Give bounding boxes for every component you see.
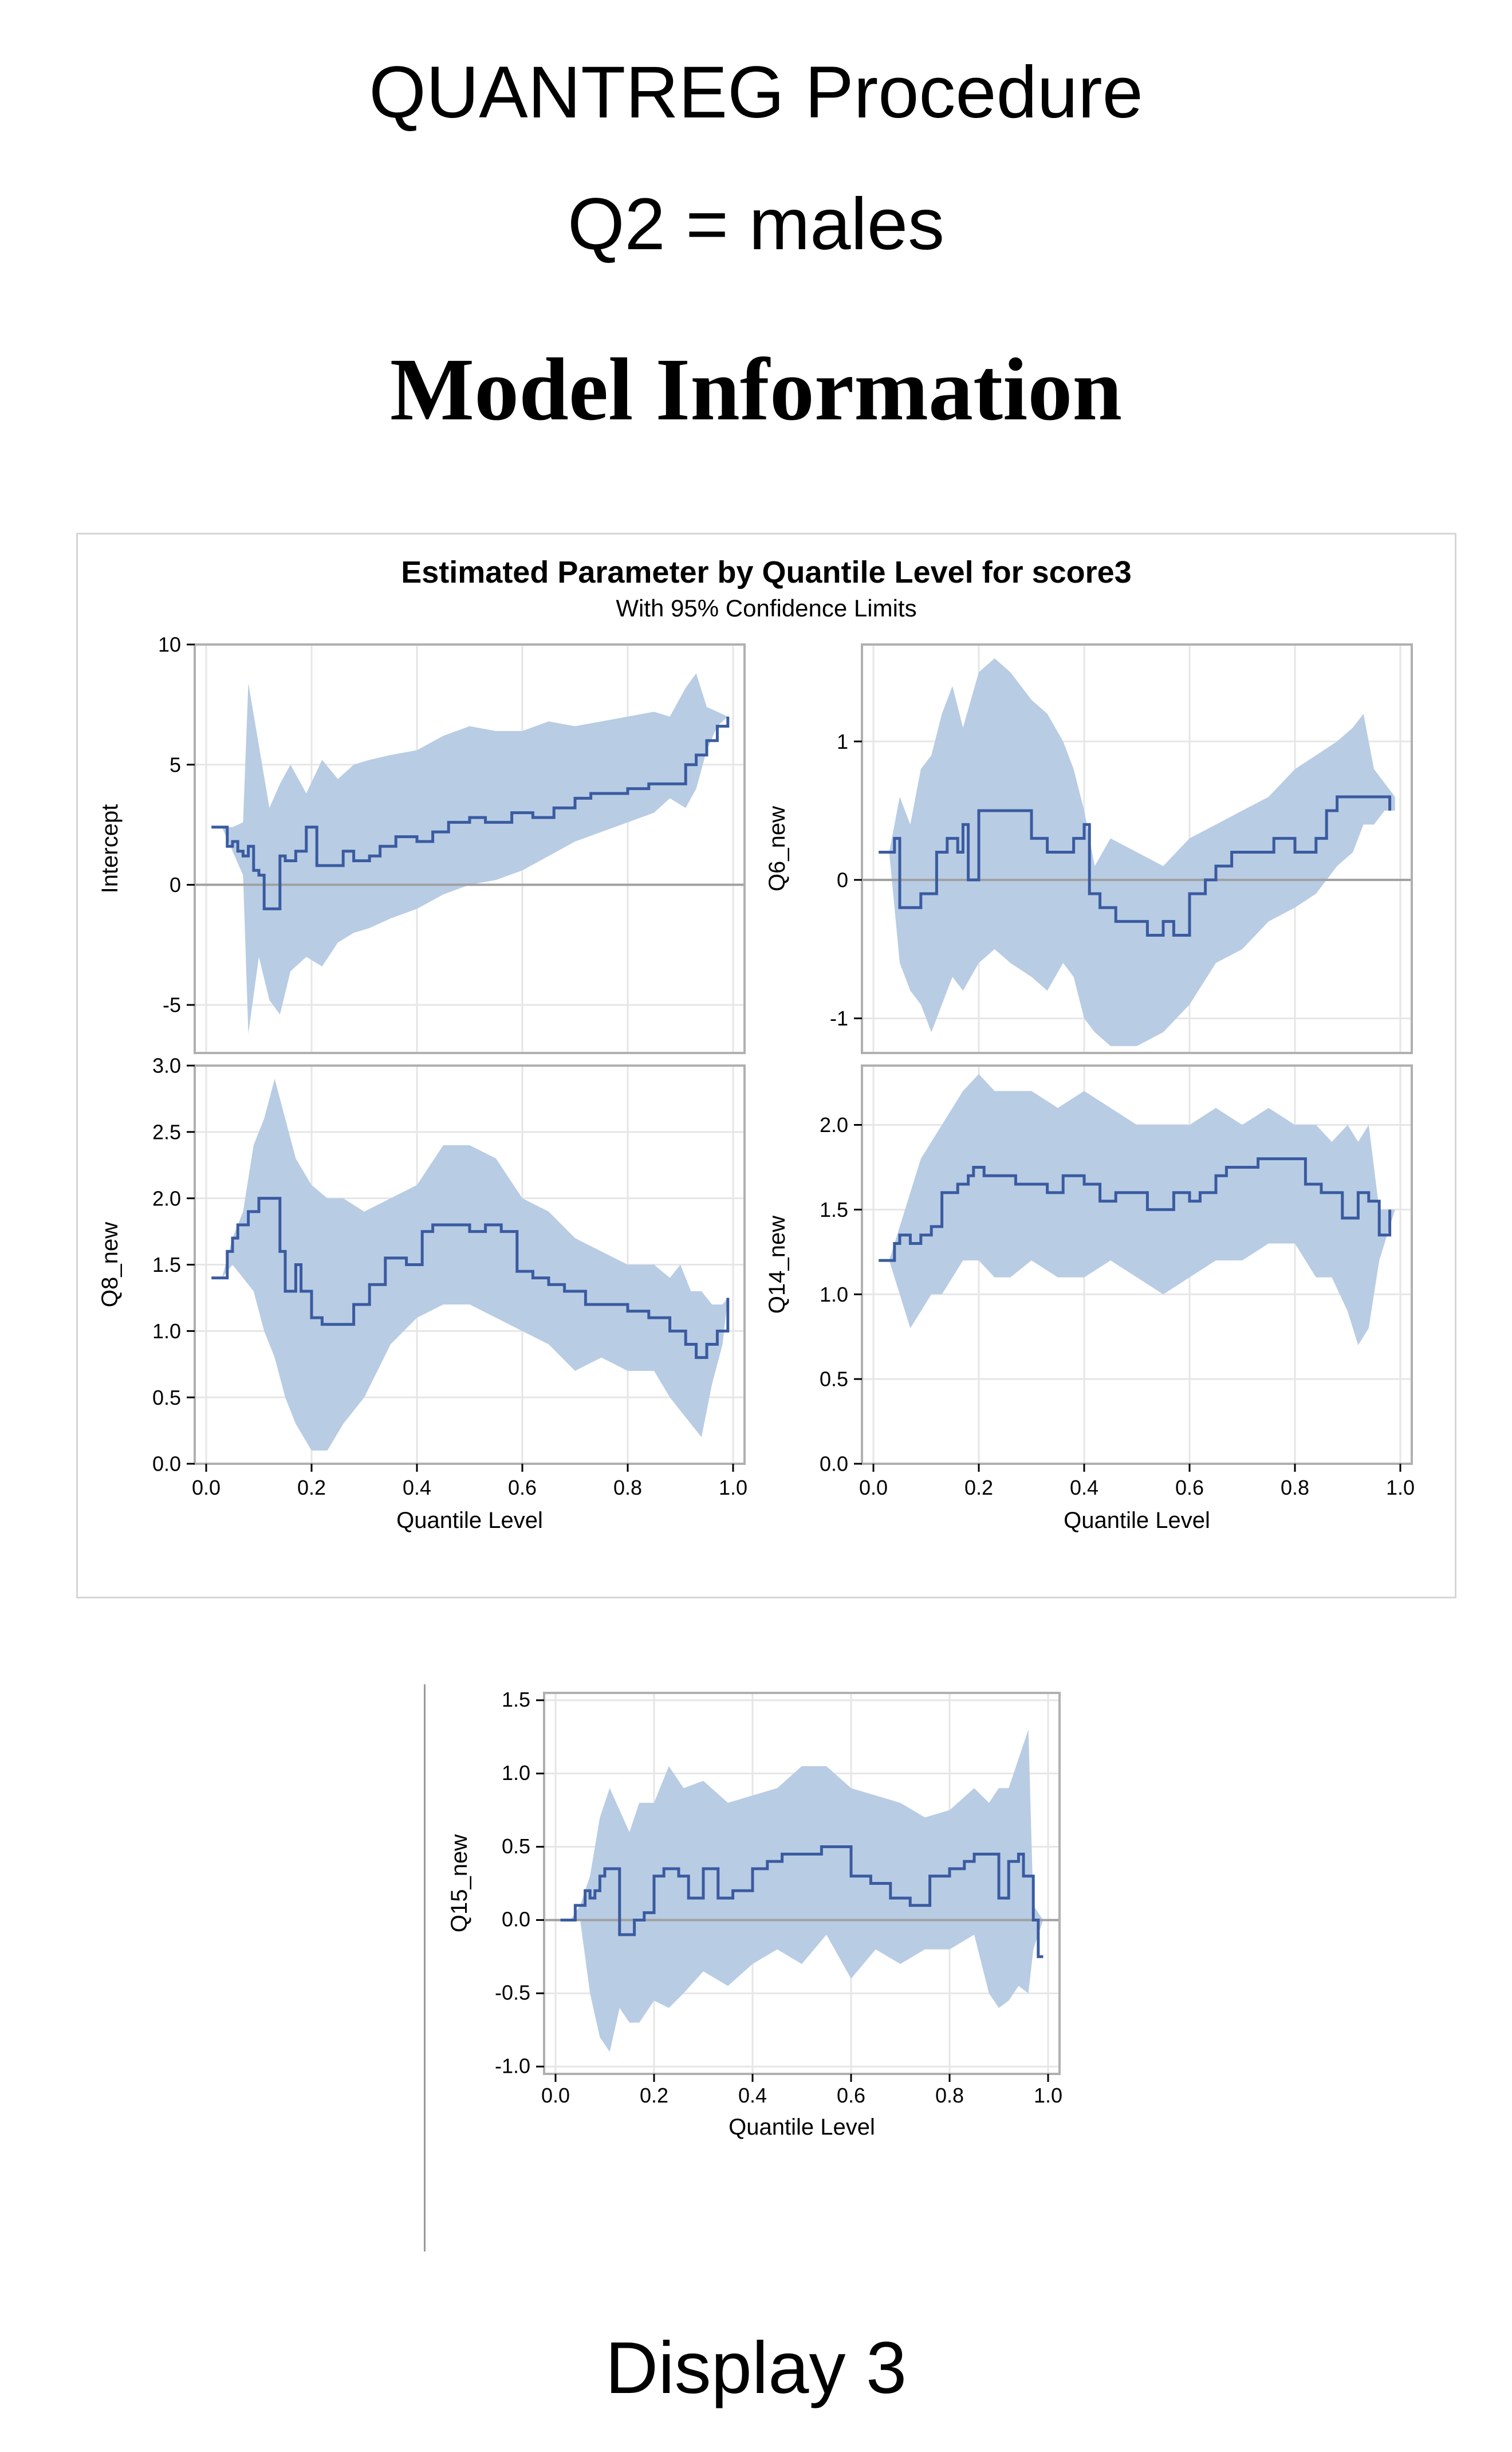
x-tick-label: 0.6 [1175, 1476, 1204, 1499]
estimate-line [211, 716, 730, 910]
plot-frame [543, 1692, 1061, 2075]
y-tick-label: 0.0 [502, 1908, 530, 1931]
y-tick-label: 1.5 [152, 1253, 181, 1276]
y-tick-label: 0.5 [502, 1834, 530, 1858]
x-tick-label: 0.0 [859, 1476, 888, 1499]
x-tick-label: 0.0 [192, 1476, 220, 1499]
y-tick-label: 0 [837, 868, 848, 891]
y-tick-label: 1.0 [502, 1761, 530, 1785]
y-tick-label: 1.0 [152, 1319, 181, 1343]
x-tick-label: 1.0 [719, 1476, 747, 1499]
x-tick-label: 0.6 [508, 1476, 537, 1499]
estimate-line [879, 1157, 1392, 1262]
y-tick-label: 1.0 [820, 1283, 848, 1306]
x-tick-label: 0.4 [403, 1476, 431, 1499]
x-tick-label: 1.0 [1386, 1476, 1415, 1499]
y-tick-label: 3.0 [152, 1054, 181, 1078]
x-tick-label: 0.4 [738, 2084, 767, 2107]
y-tick-label: 0.0 [820, 1452, 848, 1476]
y-tick-label: 0 [170, 873, 181, 897]
estimate-line [879, 795, 1392, 937]
display-caption: Display 3 [605, 2327, 907, 2409]
y-tick-label: -5 [163, 993, 181, 1017]
group-label: Q2 = males [567, 183, 945, 265]
estimate-line [211, 1197, 730, 1359]
x-tick-label: 0.2 [640, 2084, 668, 2107]
x-tick-label: 1.0 [1034, 2084, 1062, 2107]
x-tick-label: 0.8 [935, 2084, 964, 2107]
confidence-band [879, 658, 1395, 1046]
procedure-title: QUANTREG Procedure [369, 52, 1143, 133]
x-tick-label: 0.8 [1281, 1476, 1309, 1499]
confidence-band [211, 673, 728, 1034]
separator-line [424, 1684, 426, 2251]
x-tick-label: 0.4 [1070, 1476, 1098, 1499]
estimate-line [560, 1845, 1044, 1958]
x-axis-label: Quantile Level [729, 2115, 875, 2140]
panel-subtitle: With 95% Confidence Limits [616, 595, 917, 622]
section-heading: Model Information [389, 340, 1123, 439]
y-tick-label: -0.5 [495, 1981, 530, 2005]
plot-frame [861, 643, 1413, 1054]
x-axis-label: Quantile Level [396, 1508, 543, 1533]
x-tick-label: 0.0 [541, 2084, 570, 2107]
y-tick-label: -1.0 [495, 2054, 530, 2077]
confidence-band [879, 1074, 1395, 1345]
x-tick-label: 0.2 [297, 1476, 326, 1499]
y-tick-label: -1 [830, 1007, 848, 1030]
y-axis-label: Q15_new [447, 1834, 472, 1932]
y-axis-label: Q6_new [765, 806, 790, 891]
y-tick-label: 1.5 [502, 1688, 530, 1711]
plot-frame [194, 643, 746, 1054]
y-tick-label: 2.5 [152, 1120, 181, 1144]
y-tick-label: 2.0 [820, 1113, 848, 1137]
y-tick-label: 1 [837, 730, 848, 753]
x-axis-label: Quantile Level [1064, 1508, 1210, 1533]
x-tick-label: 0.2 [964, 1476, 993, 1499]
y-axis-label: Q8_new [97, 1222, 123, 1307]
y-tick-label: 2.0 [152, 1186, 181, 1210]
y-tick-label: 5 [170, 753, 181, 776]
y-tick-label: 0.0 [152, 1452, 181, 1476]
panel-title: Estimated Parameter by Quantile Level fo… [401, 555, 1132, 590]
x-tick-label: 0.8 [613, 1476, 642, 1499]
plot-frame [861, 1064, 1413, 1465]
x-tick-label: 0.6 [837, 2084, 865, 2107]
y-tick-label: 0.5 [820, 1368, 848, 1391]
confidence-band [560, 1729, 1044, 2052]
confidence-band [211, 1079, 728, 1451]
y-tick-label: 10 [158, 633, 181, 657]
y-axis-label: Intercept [97, 804, 123, 894]
panel-frame [76, 533, 1456, 1598]
y-tick-label: 1.5 [820, 1198, 848, 1221]
y-axis-label: Q14_new [765, 1216, 790, 1314]
y-tick-label: 0.5 [152, 1386, 181, 1409]
